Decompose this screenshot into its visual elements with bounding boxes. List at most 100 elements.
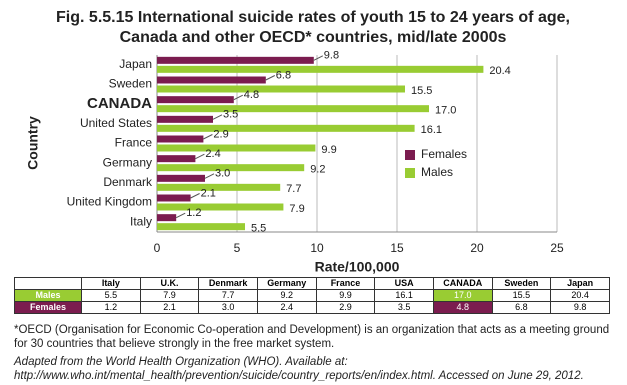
table-row: Males 5.5 7.9 7.7 9.2 9.9 16.1 17.0 15.5 20.4 <box>14 289 610 302</box>
table-cell: 17.0 <box>432 289 493 302</box>
table-cell: 9.8 <box>550 301 610 314</box>
table-row: Females 1.2 2.1 3.0 2.4 2.9 3.5 4.8 6.8 9.8 <box>14 301 610 314</box>
table-cell: 20.4 <box>550 289 610 302</box>
legend-label: Females <box>421 147 467 161</box>
x-axis-title: Rate/100,000 <box>315 259 400 275</box>
table-cell: 6.8 <box>491 301 552 314</box>
bar <box>157 56 314 64</box>
bar <box>157 76 266 84</box>
data-label: 5.5 <box>251 223 266 235</box>
bar <box>157 164 305 172</box>
data-table: Italy U.K. Denmark Germany France USA CANADA Sw… <box>14 277 610 314</box>
row-label: Females <box>14 301 82 314</box>
table-cell: 16.1 <box>374 289 434 302</box>
y-tick-label: United States <box>80 116 152 130</box>
column-header: Germany <box>256 277 317 290</box>
x-tick-label: 15 <box>390 241 404 255</box>
table-cell: 7.9 <box>139 289 200 302</box>
data-label: 2.4 <box>205 148 220 160</box>
data-label: 9.9 <box>321 144 336 156</box>
corner-cell <box>14 277 82 290</box>
chart: Fig. 5.5.15 International suicide rates … <box>25 9 570 275</box>
x-tick-label: 10 <box>310 241 324 255</box>
y-tick-label: Denmark <box>103 175 153 189</box>
bar <box>157 223 245 231</box>
y-tick-label: France <box>115 136 153 150</box>
column-header: France <box>315 277 376 290</box>
y-tick-label: Italy <box>130 214 152 228</box>
column-header: Sweden <box>491 277 552 290</box>
source: Adapted from the World Health Organizati… <box>14 356 584 382</box>
data-label: 2.1 <box>201 187 216 199</box>
label-connector <box>233 94 244 101</box>
label-connector <box>175 212 186 219</box>
column-header: CANADA <box>432 277 493 290</box>
table-cell: 4.8 <box>432 301 493 314</box>
table-header: Italy U.K. Denmark Germany France USA CANADA Sw… <box>14 277 610 290</box>
y-axis-title: Country <box>25 116 41 170</box>
footnote: *OECD (Organisation for Economic Co-oper… <box>14 324 610 350</box>
label-connector <box>195 153 205 160</box>
data-label: 2.9 <box>213 128 228 140</box>
table-cell: 5.5 <box>81 289 141 302</box>
column-header: U.K. <box>139 277 200 290</box>
bar <box>157 183 281 191</box>
label-connector <box>212 114 223 120</box>
bar <box>157 194 191 202</box>
table-cell: 9.2 <box>256 289 317 302</box>
table-cell: 7.7 <box>198 289 258 302</box>
label-connector <box>265 75 276 81</box>
bar <box>157 105 429 113</box>
data-label: 3.5 <box>223 109 238 121</box>
y-tick-label: Sweden <box>109 77 152 91</box>
data-label: 1.2 <box>186 207 201 219</box>
y-tick-label: CANADA <box>87 95 152 112</box>
data-label: 20.4 <box>489 65 510 77</box>
bar <box>157 135 204 143</box>
bar <box>157 214 177 222</box>
table-cell: 1.2 <box>81 301 141 314</box>
column-header: Japan <box>550 277 610 290</box>
label-connector <box>313 55 324 61</box>
chart-title: Fig. 5.5.15 International suicide rates … <box>56 9 570 26</box>
table-cell: 2.4 <box>256 301 317 314</box>
data-label: 6.8 <box>276 69 291 81</box>
legend-swatch <box>405 168 415 178</box>
table-cell: 3.0 <box>198 301 258 314</box>
data-label: 7.7 <box>286 183 301 195</box>
bar <box>157 115 213 123</box>
row-label: Males <box>14 289 82 302</box>
bar <box>157 174 205 182</box>
bar <box>157 144 316 152</box>
table-cell: 15.5 <box>491 289 552 302</box>
bar <box>157 65 484 73</box>
label-connector <box>190 193 200 199</box>
data-label: 4.8 <box>244 89 259 101</box>
data-label: 3.0 <box>215 168 230 180</box>
label-connector <box>204 173 215 179</box>
table-cell: 9.9 <box>315 289 376 302</box>
data-label: 9.2 <box>310 164 325 176</box>
column-header: Denmark <box>198 277 258 290</box>
bar <box>157 124 415 132</box>
data-label: 7.9 <box>289 203 304 215</box>
chart-title: Canada and other OECD* countries, mid/la… <box>120 29 507 46</box>
bar <box>157 203 284 211</box>
y-tick-label: United Kingdom <box>67 195 152 209</box>
y-tick-label: Japan <box>119 57 152 71</box>
bar <box>157 155 196 163</box>
bar <box>157 85 405 93</box>
data-label: 16.1 <box>421 124 442 136</box>
table-cell: 2.1 <box>139 301 200 314</box>
column-header: Italy <box>81 277 141 290</box>
x-tick-label: 20 <box>470 241 484 255</box>
legend-swatch <box>405 150 415 160</box>
data-label: 17.0 <box>435 105 456 117</box>
x-tick-label: 5 <box>234 241 241 255</box>
table-cell: 2.9 <box>315 301 376 314</box>
y-tick-label: Germany <box>103 155 152 169</box>
legend-label: Males <box>421 165 453 179</box>
data-label: 15.5 <box>411 85 432 97</box>
data-label: 9.8 <box>324 50 339 62</box>
